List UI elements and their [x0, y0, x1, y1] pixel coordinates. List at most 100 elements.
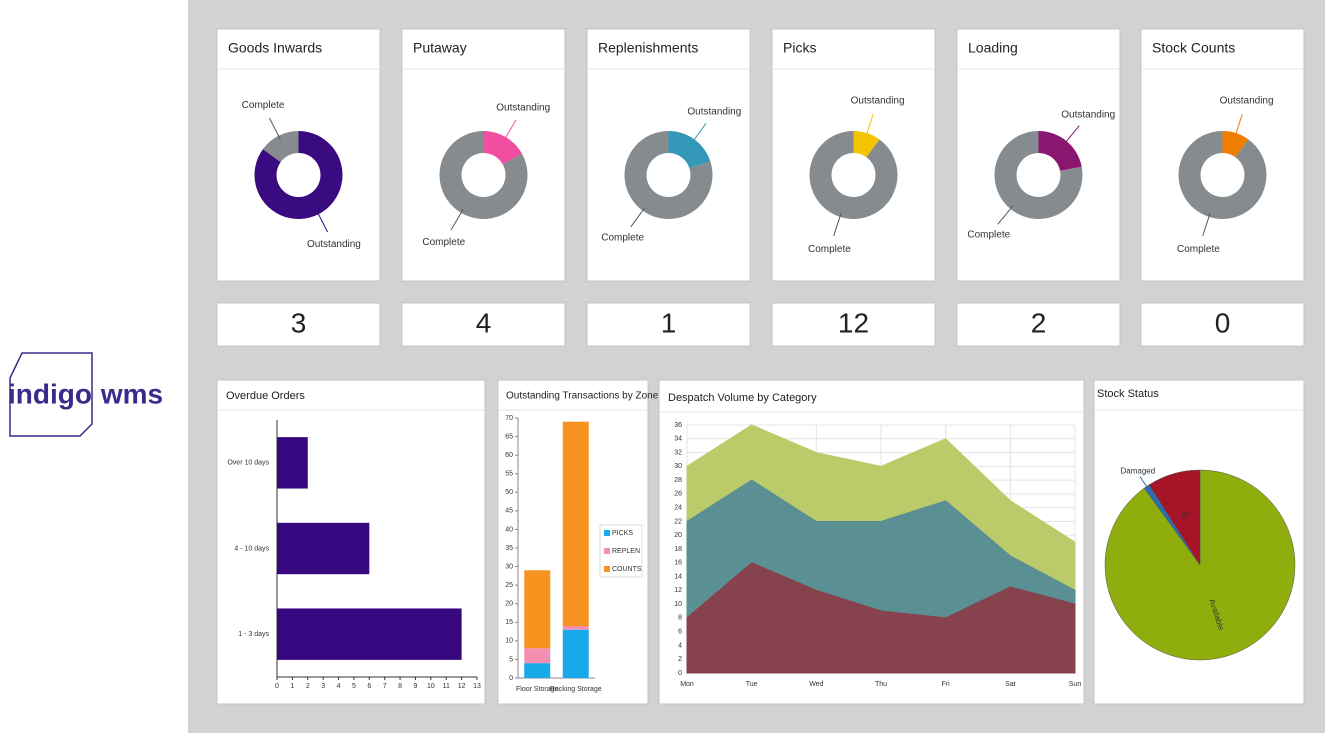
donut-slice	[439, 131, 528, 219]
card-title: Goods Inwards	[228, 40, 322, 56]
x-tick-label: Tue	[746, 681, 758, 688]
card-title: Putaway	[413, 40, 467, 56]
y-tick-label: 55	[505, 471, 513, 478]
slice-label: Complete	[422, 237, 465, 248]
count-box	[401, 302, 566, 347]
slice-label: Outstanding	[687, 107, 741, 118]
card-title: Loading	[968, 40, 1018, 56]
x-tick-label: 7	[383, 683, 387, 690]
leader-line	[503, 119, 517, 141]
y-tick-label: 70	[505, 415, 513, 422]
leader-line	[1234, 113, 1243, 138]
y-tick-label: 22	[674, 518, 682, 525]
slice-label: Damaged	[1121, 467, 1156, 476]
x-tick-label: Wed	[809, 681, 823, 688]
slice-label: Complete	[808, 244, 851, 255]
y-tick-label: 0	[509, 675, 513, 682]
count-box	[956, 302, 1121, 347]
bar-segment	[562, 629, 589, 678]
bar	[277, 437, 308, 489]
y-tick-label: 2	[678, 656, 682, 663]
y-tick-label: 5	[509, 656, 513, 663]
card-title: Picks	[783, 40, 816, 56]
logo-product: wms	[100, 378, 163, 409]
x-tick-label: Thu	[875, 681, 887, 688]
y-tick-label: 4 - 10 days	[234, 545, 269, 552]
y-tick-label: 4	[678, 642, 682, 649]
count-box	[1140, 302, 1305, 347]
x-tick-label: 8	[398, 683, 402, 690]
bar-segment	[562, 626, 589, 630]
leader-line	[833, 212, 842, 237]
donut-slice	[994, 131, 1083, 219]
y-tick-label: 10	[505, 638, 513, 645]
sidebar	[0, 0, 188, 733]
donut-slice	[1222, 131, 1249, 158]
pie-slice	[1148, 469, 1201, 566]
legend-label: REPLEN	[612, 548, 640, 555]
y-tick-label: Over 10 days	[227, 460, 269, 467]
count-value: 2	[1031, 307, 1047, 338]
y-tick-label: 65	[505, 433, 513, 440]
card	[771, 28, 936, 282]
x-tick-label: 13	[473, 683, 481, 690]
legend-label: COUNTS	[612, 566, 642, 573]
y-tick-label: 30	[505, 563, 513, 570]
legend-swatch	[604, 548, 610, 554]
y-tick-label: 28	[674, 477, 682, 484]
donut-slice	[483, 131, 523, 165]
y-tick-label: 35	[505, 545, 513, 552]
x-tick-label: Floor Storage	[516, 686, 559, 693]
slice-label: Outstanding	[1220, 95, 1274, 106]
slice-label: Outstanding	[1061, 110, 1115, 121]
x-tick-label: 6	[367, 683, 371, 690]
x-tick-label: 1	[290, 683, 294, 690]
count-value: 0	[1215, 307, 1231, 338]
x-tick-label: 0	[275, 683, 279, 690]
card-title: Stock Status	[1097, 388, 1159, 400]
x-tick-label: Sat	[1005, 681, 1016, 688]
leader-line	[1139, 476, 1152, 494]
y-tick-label: 30	[674, 463, 682, 470]
y-tick-label: 45	[505, 508, 513, 515]
slice-label: Outstanding	[851, 95, 905, 106]
bar-segment	[524, 570, 551, 649]
x-tick-label: 12	[458, 683, 466, 690]
y-tick-label: 26	[674, 491, 682, 498]
logo-brand: indigo	[8, 378, 92, 409]
x-tick-label: 3	[321, 683, 325, 690]
bar-segment	[524, 663, 551, 678]
leader-line	[997, 205, 1014, 225]
slice-label: Complete	[601, 233, 644, 244]
y-tick-label: 36	[674, 422, 682, 429]
card-title: Overdue Orders	[226, 390, 305, 402]
legend-label: PICKS	[612, 530, 633, 537]
card	[956, 28, 1121, 282]
y-tick-label: 16	[674, 560, 682, 567]
x-tick-label: Sun	[1069, 681, 1082, 688]
y-tick-label: 50	[505, 489, 513, 496]
y-tick-label: 1 - 3 days	[238, 631, 269, 638]
slice-label: Outstanding	[496, 103, 550, 114]
y-tick-label: 0	[678, 670, 682, 677]
y-tick-label: 6	[678, 629, 682, 636]
leader-line	[316, 210, 329, 233]
count-value: 1	[661, 307, 677, 338]
x-tick-label: 11	[443, 683, 450, 690]
bar	[277, 522, 370, 575]
x-tick-label: 5	[352, 683, 356, 690]
x-tick-label: Racking Storage	[550, 686, 602, 693]
bar-segment	[562, 421, 589, 626]
donut-slice	[254, 131, 343, 219]
donut-slice	[853, 131, 880, 158]
count-box	[216, 302, 381, 347]
slice-label: Outstanding	[307, 239, 361, 250]
y-tick-label: 20	[674, 532, 682, 539]
donut-slice	[668, 131, 711, 169]
y-tick-label: 14	[674, 573, 682, 580]
y-tick-label: 25	[505, 582, 513, 589]
legend-swatch	[604, 530, 610, 536]
card	[401, 28, 566, 282]
card	[1140, 28, 1305, 282]
donut-slice	[262, 131, 299, 163]
